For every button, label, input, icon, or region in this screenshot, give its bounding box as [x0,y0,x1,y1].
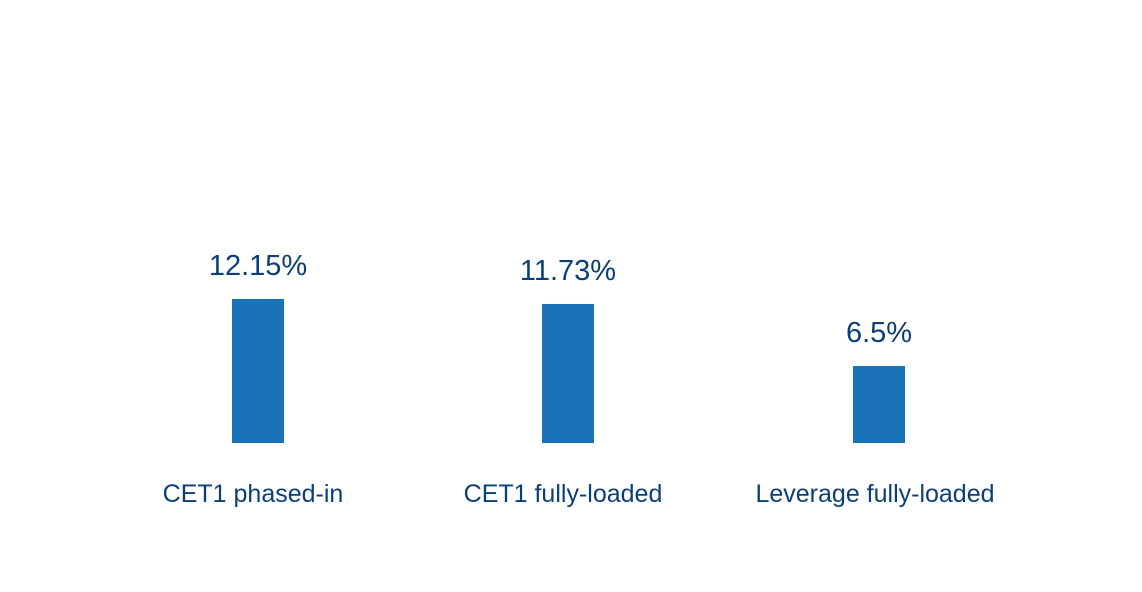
bars-group [232,299,905,443]
category-label-2: CET1 fully-loaded [464,480,663,508]
category-label-3: Leverage fully-loaded [755,480,994,508]
bar-1 [232,299,284,443]
category-labels-group: CET1 phased-in CET1 fully-loaded Leverage … [163,480,995,508]
value-labels-group: 12.15% 11.73% 6.5% [209,250,912,349]
value-label-1: 12.15% [209,250,307,282]
bar-2 [542,303,594,443]
category-label-1: CET1 phased-in [163,480,344,508]
bar-3 [853,365,905,443]
value-label-3: 6.5% [846,317,912,349]
value-label-2: 11.73% [520,255,616,287]
